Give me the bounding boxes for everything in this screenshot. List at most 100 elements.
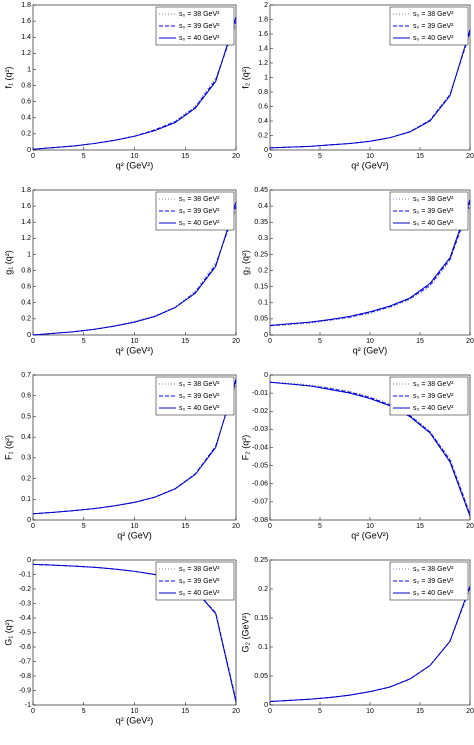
y-tick-label: 0.2 xyxy=(21,316,31,323)
y-axis-label: G₂ (GeV²) xyxy=(240,613,250,653)
series-line xyxy=(269,585,471,703)
x-tick-label: 15 xyxy=(416,708,424,715)
legend-label: s₀ = 39 GeV² xyxy=(413,393,454,400)
y-tick-label: 1.2 xyxy=(258,60,268,67)
y-tick-label: 0.35 xyxy=(254,219,268,226)
legend-label: s₀ = 38 GeV² xyxy=(413,196,454,203)
subplot: 0 5 10 15 20 0 0.1 0.2 0.3 0.4 0.5 0.6 0.7 q² (GeV) F₁… xyxy=(3,372,240,541)
y-axis-label: G₁ (q²) xyxy=(3,619,13,646)
y-tick-label: 0.2 xyxy=(258,132,268,139)
x-tick-label: 10 xyxy=(366,708,374,715)
y-tick-label: -0.7 xyxy=(19,658,31,665)
x-tick-label: 20 xyxy=(232,708,240,715)
y-tick-label: -1 xyxy=(25,702,31,709)
y-tick-label: -0.03 xyxy=(252,426,268,433)
y-tick-label: -0.1 xyxy=(19,571,31,578)
y-tick-label: 0 xyxy=(264,332,268,339)
y-tick-label: -0.5 xyxy=(19,629,31,636)
y-tick-label: 0 xyxy=(264,702,268,709)
subplot: 0 5 10 15 20 0 0.2 0.4 0.6 0.8 1 1.2 1.4 1.6 1.8 2 q² (G… xyxy=(240,2,474,171)
x-tick-label: 0 xyxy=(31,523,35,530)
y-tick-label: -0.08 xyxy=(252,517,268,524)
y-tick-label: 0.4 xyxy=(21,434,31,441)
y-tick-label: 1.8 xyxy=(21,2,31,9)
y-tick-label: -0.8 xyxy=(19,673,31,680)
y-tick-label: 0 xyxy=(27,517,31,524)
x-tick-label: 15 xyxy=(181,153,189,160)
x-tick-label: 5 xyxy=(318,338,322,345)
y-tick-label: 0.1 xyxy=(258,644,268,651)
y-tick-label: 0.7 xyxy=(21,372,31,379)
y-tick-label: 1.4 xyxy=(21,34,31,41)
y-tick-label: 2 xyxy=(264,2,268,9)
y-tick-label: 0 xyxy=(264,372,268,379)
x-tick-label: 20 xyxy=(232,338,240,345)
legend-label: s₀ = 40 GeV² xyxy=(179,590,220,597)
y-tick-label: 0.4 xyxy=(258,118,268,125)
x-tick-label: 20 xyxy=(466,708,474,715)
legend-label: s₀ = 40 GeV² xyxy=(413,590,454,597)
legend-label: s₀ = 38 GeV² xyxy=(413,566,454,573)
series-line xyxy=(269,381,471,513)
y-tick-label: 1.4 xyxy=(21,219,31,226)
y-tick-label: 0.15 xyxy=(254,284,268,291)
y-tick-label: 0.4 xyxy=(21,115,31,122)
x-tick-label: 0 xyxy=(268,153,272,160)
x-tick-label: 10 xyxy=(131,523,139,530)
y-axis-label: f₁ (q²) xyxy=(3,66,13,88)
legend-label: s₀ = 40 GeV² xyxy=(413,405,454,412)
y-tick-label: 0 xyxy=(27,147,31,154)
y-tick-label: 0.6 xyxy=(21,393,31,400)
y-tick-label: 1 xyxy=(264,74,268,81)
x-tick-label: 15 xyxy=(181,338,189,345)
x-tick-label: 5 xyxy=(318,153,322,160)
y-tick-label: -0.9 xyxy=(19,687,31,694)
x-tick-label: 15 xyxy=(181,523,189,530)
y-tick-label: -0.2 xyxy=(19,586,31,593)
y-tick-label: 0.8 xyxy=(21,267,31,274)
y-tick-label: -0.06 xyxy=(252,481,268,488)
x-tick-label: 5 xyxy=(318,708,322,715)
series-line xyxy=(32,378,237,515)
x-tick-label: 20 xyxy=(466,338,474,345)
legend-label: s₀ = 39 GeV² xyxy=(179,208,220,215)
legend-label: s₀ = 38 GeV² xyxy=(179,381,220,388)
y-tick-label: 0.3 xyxy=(21,455,31,462)
x-tick-label: 20 xyxy=(466,153,474,160)
y-tick-label: 0.8 xyxy=(258,89,268,96)
y-tick-label: 0.3 xyxy=(258,235,268,242)
y-tick-label: 0.45 xyxy=(254,187,268,194)
x-axis-label: q² (GeV²) xyxy=(351,530,389,540)
x-tick-label: 15 xyxy=(416,338,424,345)
legend-label: s₀ = 38 GeV² xyxy=(179,196,220,203)
x-tick-label: 15 xyxy=(416,523,424,530)
legend-label: s₀ = 38 GeV² xyxy=(179,11,220,18)
subplot: 0 5 10 15 20 0 0.05 0.1 0.15 0.2 0.25 G₂ (GeV²) s₀ =… xyxy=(240,557,474,715)
y-tick-label: 0.05 xyxy=(254,673,268,680)
x-tick-label: 5 xyxy=(82,153,86,160)
legend-label: s₀ = 39 GeV² xyxy=(179,23,220,30)
y-tick-label: 1.2 xyxy=(21,50,31,57)
y-tick-label: 1.6 xyxy=(21,18,31,25)
x-tick-label: 5 xyxy=(318,523,322,530)
y-tick-label: 0.2 xyxy=(258,586,268,593)
y-tick-label: 1.8 xyxy=(258,16,268,23)
x-axis-label: q² (GeV²) xyxy=(116,345,154,355)
y-tick-label: 0.4 xyxy=(258,203,268,210)
y-tick-label: -0.6 xyxy=(19,644,31,651)
subplot: 0 5 10 15 20 0 0.2 0.4 0.6 0.8 1 1.2 1.4 1.6 1.8 q² (Ge… xyxy=(3,187,240,356)
x-tick-label: 10 xyxy=(366,153,374,160)
x-tick-label: 20 xyxy=(232,523,240,530)
legend-label: s₀ = 40 GeV² xyxy=(179,35,220,42)
y-axis-label: g₂ (q²) xyxy=(240,250,250,275)
subplot: 0 5 10 15 20 -0.08 -0.07 -0.06 -0.05 -0.04 -0.03 -0… xyxy=(240,372,474,541)
legend-label: s₀ = 39 GeV² xyxy=(179,578,220,585)
y-tick-label: 0.2 xyxy=(21,131,31,138)
subplot: 0 5 10 15 20 0 0.05 0.1 0.15 0.2 0.25 0.3 0.35 0.4 0.4… xyxy=(240,187,474,356)
y-tick-label: 0.2 xyxy=(21,475,31,482)
legend-label: s₀ = 39 GeV² xyxy=(413,23,454,30)
x-tick-label: 5 xyxy=(82,708,86,715)
series-line xyxy=(32,201,237,336)
legend-label: s₀ = 39 GeV² xyxy=(413,578,454,585)
x-axis-label: q² (GeV²) xyxy=(116,160,154,170)
